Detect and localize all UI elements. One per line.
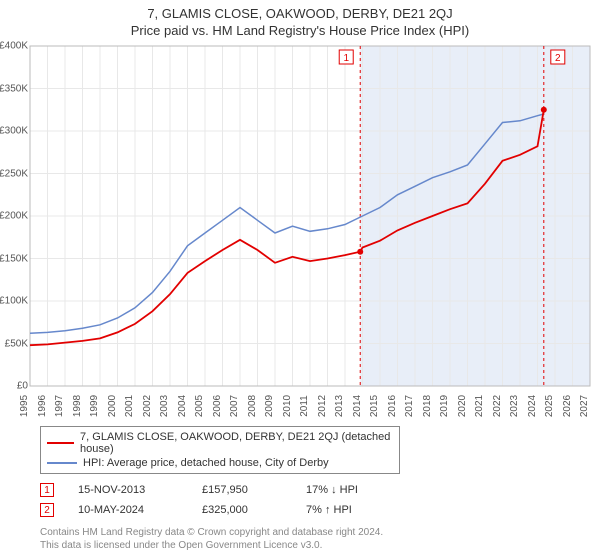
svg-text:1: 1 bbox=[343, 53, 349, 64]
x-tick-label: 2021 bbox=[474, 395, 485, 417]
x-axis: 1995199619971998199920002001200220032004… bbox=[30, 386, 590, 416]
x-tick-label: 2024 bbox=[527, 395, 538, 417]
x-tick-label: 2005 bbox=[194, 395, 205, 417]
sale-row: 1 15-NOV-2013 £157,950 17% ↓ HPI bbox=[40, 480, 590, 500]
x-tick-label: 2012 bbox=[317, 395, 328, 417]
footer-line1: Contains HM Land Registry data © Crown c… bbox=[40, 526, 590, 539]
y-tick-label: £250K bbox=[0, 168, 28, 179]
x-tick-label: 2015 bbox=[369, 395, 380, 417]
x-tick-label: 1999 bbox=[89, 395, 100, 417]
chart-legend: 7, GLAMIS CLOSE, OAKWOOD, DERBY, DE21 2Q… bbox=[40, 426, 400, 474]
legend-item: HPI: Average price, detached house, City… bbox=[47, 456, 393, 470]
x-tick-label: 2007 bbox=[229, 395, 240, 417]
x-tick-label: 2006 bbox=[212, 395, 223, 417]
x-tick-label: 2020 bbox=[457, 395, 468, 417]
x-tick-label: 2000 bbox=[107, 395, 118, 417]
chart-svg: 12 bbox=[30, 46, 590, 386]
x-tick-label: 2017 bbox=[404, 395, 415, 417]
x-tick-label: 1998 bbox=[72, 395, 83, 417]
y-tick-label: £150K bbox=[0, 253, 28, 264]
sale-price: £157,950 bbox=[202, 484, 282, 496]
sale-delta-hpi: 17% ↓ HPI bbox=[306, 484, 386, 496]
x-tick-label: 2008 bbox=[247, 395, 258, 417]
x-tick-label: 2011 bbox=[299, 395, 310, 417]
sale-marker-icon: 1 bbox=[40, 483, 54, 497]
y-tick-label: £350K bbox=[0, 83, 28, 94]
x-tick-label: 1996 bbox=[37, 395, 48, 417]
sale-row: 2 10-MAY-2024 £325,000 7% ↑ HPI bbox=[40, 500, 590, 520]
svg-text:2: 2 bbox=[555, 53, 561, 64]
x-tick-label: 2027 bbox=[579, 395, 590, 417]
sale-date: 15-NOV-2013 bbox=[78, 484, 178, 496]
y-tick-label: £100K bbox=[0, 296, 28, 307]
x-tick-label: 2010 bbox=[282, 395, 293, 417]
chart-area: £0£50K£100K£150K£200K£250K£300K£350K£400… bbox=[30, 46, 590, 386]
chart-title-sub: Price paid vs. HM Land Registry's House … bbox=[0, 21, 600, 38]
x-tick-label: 2019 bbox=[439, 395, 450, 417]
x-tick-label: 2013 bbox=[334, 395, 345, 417]
x-tick-label: 2002 bbox=[142, 395, 153, 417]
legend-swatch bbox=[47, 442, 74, 444]
sales-table: 1 15-NOV-2013 £157,950 17% ↓ HPI 2 10-MA… bbox=[40, 480, 590, 520]
x-tick-label: 2004 bbox=[177, 395, 188, 417]
y-tick-label: £400K bbox=[0, 41, 28, 52]
x-tick-label: 2003 bbox=[159, 395, 170, 417]
y-axis: £0£50K£100K£150K£200K£250K£300K£350K£400… bbox=[0, 46, 30, 386]
legend-label: 7, GLAMIS CLOSE, OAKWOOD, DERBY, DE21 2Q… bbox=[80, 431, 393, 455]
x-tick-label: 2026 bbox=[562, 395, 573, 417]
sale-marker-icon: 2 bbox=[40, 503, 54, 517]
y-tick-label: £0 bbox=[17, 381, 28, 392]
y-tick-label: £200K bbox=[0, 211, 28, 222]
y-tick-label: £300K bbox=[0, 126, 28, 137]
legend-label: HPI: Average price, detached house, City… bbox=[83, 457, 329, 469]
y-tick-label: £50K bbox=[5, 338, 28, 349]
footer-line2: This data is licensed under the Open Gov… bbox=[40, 539, 590, 552]
x-tick-label: 2016 bbox=[387, 395, 398, 417]
x-tick-label: 2023 bbox=[509, 395, 520, 417]
x-tick-label: 2009 bbox=[264, 395, 275, 417]
x-tick-label: 2014 bbox=[352, 395, 363, 417]
x-tick-label: 2001 bbox=[124, 395, 135, 417]
x-tick-label: 2018 bbox=[422, 395, 433, 417]
x-tick-label: 2022 bbox=[492, 395, 503, 417]
sale-delta-hpi: 7% ↑ HPI bbox=[306, 504, 386, 516]
legend-swatch bbox=[47, 462, 77, 464]
legend-item: 7, GLAMIS CLOSE, OAKWOOD, DERBY, DE21 2Q… bbox=[47, 430, 393, 456]
x-tick-label: 1995 bbox=[19, 395, 30, 417]
sale-date: 10-MAY-2024 bbox=[78, 504, 178, 516]
chart-title-address: 7, GLAMIS CLOSE, OAKWOOD, DERBY, DE21 2Q… bbox=[0, 0, 600, 21]
sale-price: £325,000 bbox=[202, 504, 282, 516]
x-tick-label: 1997 bbox=[54, 395, 65, 417]
footer-attribution: Contains HM Land Registry data © Crown c… bbox=[40, 526, 590, 552]
x-tick-label: 2025 bbox=[544, 395, 555, 417]
